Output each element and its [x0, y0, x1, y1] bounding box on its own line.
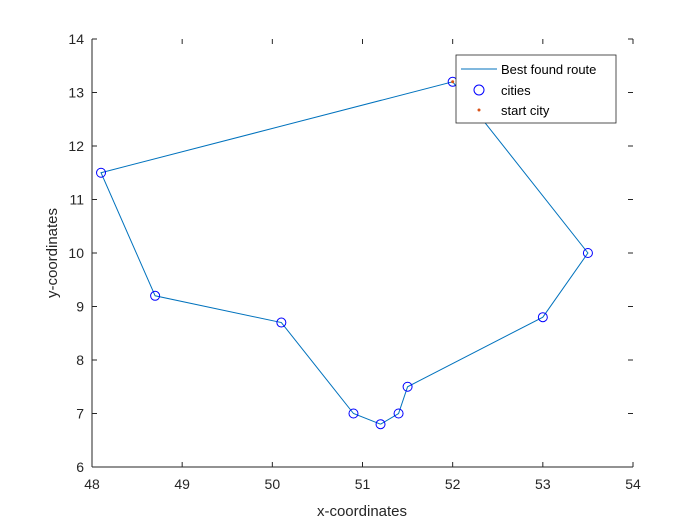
y-tick-label: 13	[68, 85, 84, 101]
x-tick-label: 48	[84, 476, 100, 492]
y-tick-label: 7	[76, 406, 84, 422]
y-ticks: 6 7 8 9 10 11 12 13 14	[68, 31, 633, 475]
x-tick-label: 53	[535, 476, 551, 492]
legend-start-swatch	[477, 108, 481, 112]
x-axis-title: x-coordinates	[317, 503, 407, 520]
start-layer	[451, 80, 455, 84]
x-tick-label: 49	[174, 476, 190, 492]
y-tick-label: 6	[76, 459, 84, 475]
legend-route-label: Best found route	[501, 62, 596, 77]
markers-layer	[96, 76, 593, 430]
city-marker	[150, 290, 161, 301]
city-marker	[393, 408, 404, 419]
city-marker	[276, 317, 287, 328]
legend: Best found route cities start city	[455, 54, 617, 124]
city-marker	[402, 381, 413, 392]
x-ticks: 48 49 50 51 52 53 54	[84, 39, 641, 492]
legend-cities-label: cities	[501, 83, 531, 98]
start-city-marker	[451, 80, 455, 84]
y-tick-label: 10	[68, 245, 84, 261]
x-tick-label: 50	[265, 476, 281, 492]
x-tick-label: 54	[625, 476, 641, 492]
y-tick-label: 14	[68, 31, 84, 47]
x-tick-label: 52	[445, 476, 461, 492]
y-tick-label: 9	[76, 299, 84, 315]
y-tick-label: 11	[69, 192, 84, 208]
y-tick-label: 8	[76, 352, 84, 368]
x-tick-label: 51	[355, 476, 371, 492]
y-tick-label: 12	[68, 138, 84, 154]
legend-box	[455, 54, 617, 124]
city-marker	[375, 419, 386, 430]
city-marker	[96, 167, 107, 178]
city-marker	[537, 312, 548, 323]
legend-cities-swatch	[473, 84, 485, 96]
y-axis-title: y-coordinates	[44, 208, 61, 298]
city-marker	[582, 248, 593, 258]
city-marker	[348, 408, 359, 419]
legend-start-label: start city	[501, 103, 550, 118]
